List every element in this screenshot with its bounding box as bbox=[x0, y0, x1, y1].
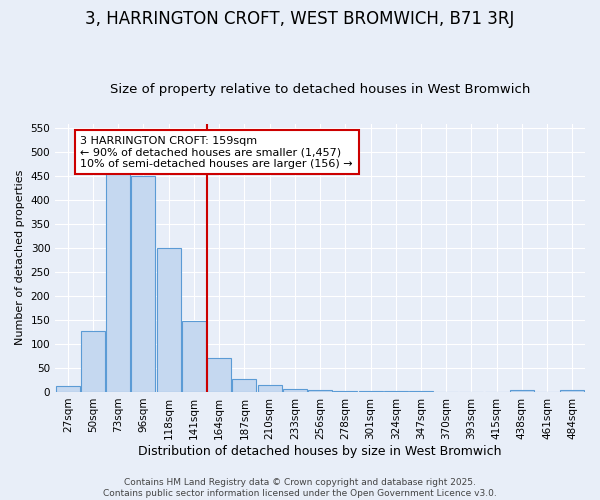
Title: Size of property relative to detached houses in West Bromwich: Size of property relative to detached ho… bbox=[110, 83, 530, 96]
X-axis label: Distribution of detached houses by size in West Bromwich: Distribution of detached houses by size … bbox=[139, 444, 502, 458]
Bar bbox=[560, 390, 584, 392]
Bar bbox=[334, 390, 357, 392]
Bar bbox=[384, 391, 408, 392]
Bar bbox=[359, 391, 383, 392]
Bar bbox=[157, 248, 181, 392]
Y-axis label: Number of detached properties: Number of detached properties bbox=[15, 170, 25, 346]
Bar bbox=[207, 358, 231, 392]
Bar bbox=[510, 390, 534, 392]
Text: Contains HM Land Registry data © Crown copyright and database right 2025.
Contai: Contains HM Land Registry data © Crown c… bbox=[103, 478, 497, 498]
Bar bbox=[283, 388, 307, 392]
Bar bbox=[409, 391, 433, 392]
Bar bbox=[182, 321, 206, 392]
Bar bbox=[131, 176, 155, 392]
Bar bbox=[232, 379, 256, 392]
Bar bbox=[257, 385, 281, 392]
Text: 3, HARRINGTON CROFT, WEST BROMWICH, B71 3RJ: 3, HARRINGTON CROFT, WEST BROMWICH, B71 … bbox=[85, 10, 515, 28]
Text: 3 HARRINGTON CROFT: 159sqm
← 90% of detached houses are smaller (1,457)
10% of s: 3 HARRINGTON CROFT: 159sqm ← 90% of deta… bbox=[80, 136, 353, 168]
Bar bbox=[308, 390, 332, 392]
Bar bbox=[106, 174, 130, 392]
Bar bbox=[81, 330, 105, 392]
Bar bbox=[56, 386, 80, 392]
